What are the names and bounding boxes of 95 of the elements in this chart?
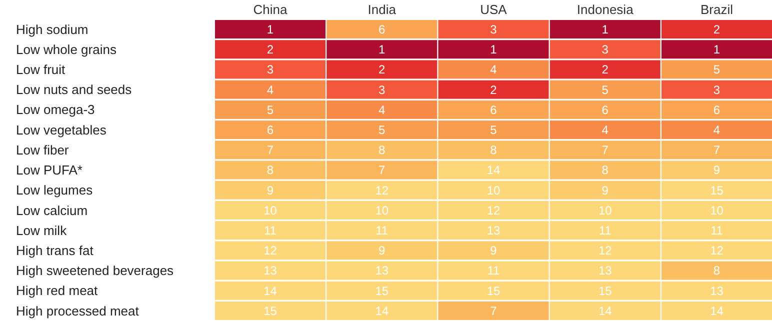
data-label: 3 xyxy=(378,82,386,97)
data-label: 9 xyxy=(378,244,386,258)
x-tick-label: USA xyxy=(480,2,508,17)
y-tick-label: High trans fat xyxy=(16,242,94,258)
data-label: 11 xyxy=(264,224,277,238)
y-tick-label: Low omega-3 xyxy=(16,102,95,118)
data-label: 13 xyxy=(486,224,500,238)
y-tick-label: High sweetened beverages xyxy=(16,263,174,278)
y-tick-label: Low nuts and seeds xyxy=(16,82,132,98)
data-label: 15 xyxy=(264,304,278,318)
data-label: 14 xyxy=(598,304,612,318)
data-label: 12 xyxy=(486,203,500,218)
x-tick-label: Indonesia xyxy=(576,2,634,17)
data-label: 4 xyxy=(713,122,720,137)
data-label: 15 xyxy=(598,284,612,298)
data-label: 10 xyxy=(710,203,724,218)
data-label: 1 xyxy=(266,22,274,36)
data-label: 10 xyxy=(375,203,389,218)
data-label: 9 xyxy=(602,183,609,198)
data-label: 8 xyxy=(602,163,609,178)
data-label: 6 xyxy=(602,102,609,117)
data-label: 15 xyxy=(710,183,724,198)
data-label: 10 xyxy=(264,203,278,218)
y-tick-label: High sodium xyxy=(16,22,88,37)
data-label: 4 xyxy=(602,122,609,137)
data-label: 14 xyxy=(264,284,278,298)
data-label: 3 xyxy=(266,62,274,77)
data-label: 7 xyxy=(378,163,386,178)
data-label: 11 xyxy=(487,264,500,278)
data-label: 2 xyxy=(266,42,274,57)
data-label: 6 xyxy=(266,122,274,137)
data-label: 13 xyxy=(264,264,278,278)
data-label: 7 xyxy=(602,143,609,158)
data-label: 1 xyxy=(378,42,386,57)
data-label: 3 xyxy=(602,42,609,57)
data-label: 15 xyxy=(486,284,500,298)
data-label: 5 xyxy=(378,122,386,137)
data-label: 2 xyxy=(490,82,498,97)
data-label: 13 xyxy=(710,284,724,298)
data-label: 14 xyxy=(710,304,724,318)
y-tick-label: Low calcium xyxy=(16,202,88,218)
data-label: 11 xyxy=(598,224,612,238)
data-label: 10 xyxy=(598,203,612,218)
data-label: 6 xyxy=(713,102,720,117)
data-label: 2 xyxy=(378,62,386,77)
data-label: 5 xyxy=(602,82,609,97)
y-tick-label: Low PUFA* xyxy=(16,162,82,178)
data-label: 4 xyxy=(378,102,386,117)
data-label: 10 xyxy=(486,183,500,198)
data-label: 13 xyxy=(598,264,612,278)
y-tick-label: High processed meat xyxy=(16,303,140,318)
data-label: 3 xyxy=(713,82,720,97)
data-label: 1 xyxy=(602,22,609,36)
data-label: 2 xyxy=(713,22,720,36)
y-tick-label: Low vegetables xyxy=(16,122,107,138)
data-label: 12 xyxy=(264,244,278,258)
data-label: 13 xyxy=(375,264,389,278)
y-tick-label: Low fiber xyxy=(16,142,70,158)
data-label: 1 xyxy=(713,42,720,57)
data-label: 6 xyxy=(490,102,498,117)
y-tick-label: Low whole grains xyxy=(16,42,117,57)
data-label: 7 xyxy=(490,304,498,318)
data-label: 11 xyxy=(710,224,724,238)
data-label: 2 xyxy=(602,62,609,77)
data-label: 12 xyxy=(375,183,389,198)
data-label: 7 xyxy=(266,143,274,158)
data-label: 9 xyxy=(490,244,498,258)
data-label: 9 xyxy=(713,163,720,178)
data-label: 12 xyxy=(710,244,724,258)
data-label: 3 xyxy=(490,22,498,36)
data-label: 15 xyxy=(375,284,389,298)
y-tick-label: Low legumes xyxy=(16,182,94,198)
data-label: 4 xyxy=(266,82,274,97)
data-label: 14 xyxy=(375,304,389,318)
data-label: 14 xyxy=(486,163,500,178)
data-label: 6 xyxy=(378,22,386,36)
data-label: 4 xyxy=(490,62,498,77)
data-label: 1 xyxy=(490,42,498,57)
data-label: 8 xyxy=(266,163,274,178)
y-tick-label: Low fruit xyxy=(16,62,66,78)
data-label: 9 xyxy=(266,183,274,198)
data-label: 8 xyxy=(490,143,498,158)
data-label: 11 xyxy=(376,224,388,238)
x-tick-label: India xyxy=(368,2,397,17)
data-label: 7 xyxy=(713,143,720,158)
x-tick-label: China xyxy=(253,2,288,17)
data-label: 5 xyxy=(490,122,498,137)
data-label: 8 xyxy=(378,143,386,158)
data-label: 12 xyxy=(598,244,612,258)
data-label: 5 xyxy=(713,62,720,77)
data-label: 5 xyxy=(266,102,274,117)
data-label: 8 xyxy=(713,264,720,278)
y-tick-label: Low milk xyxy=(16,222,68,238)
y-tick-label: High red meat xyxy=(16,283,98,298)
x-tick-label: Brazil xyxy=(700,2,734,17)
